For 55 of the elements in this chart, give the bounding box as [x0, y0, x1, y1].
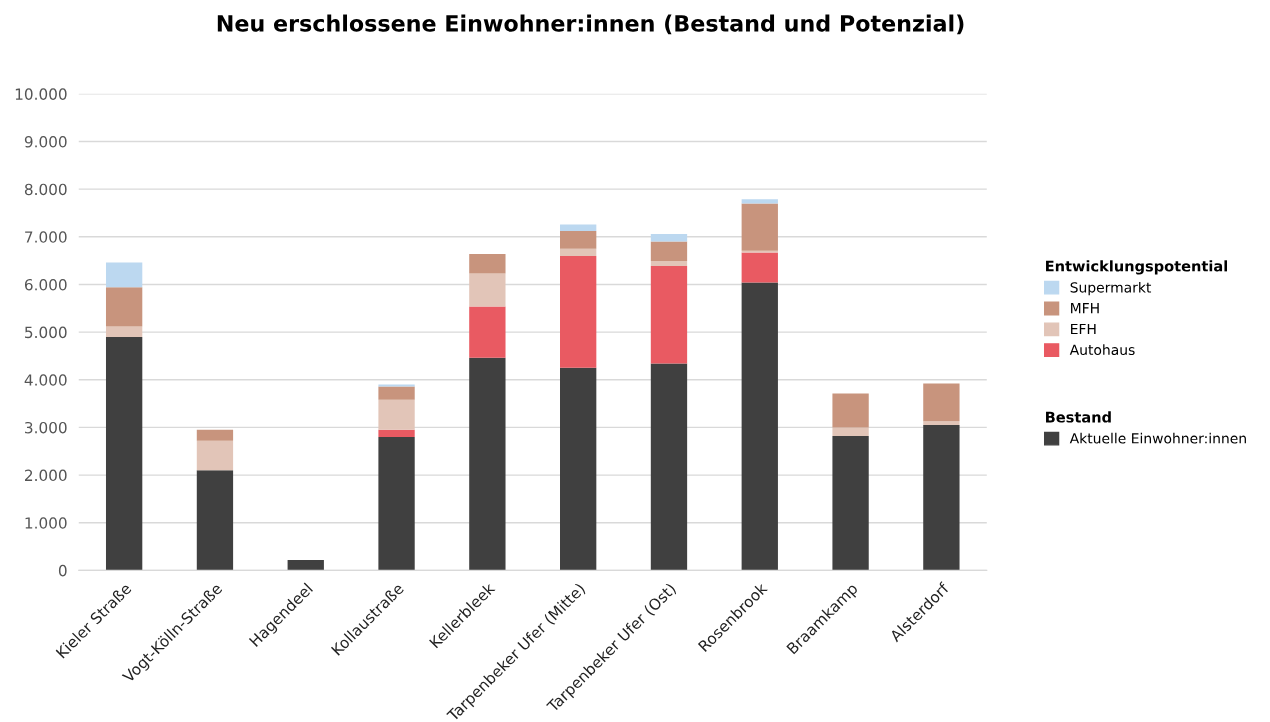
bar: [741, 252, 778, 283]
y-tick-label: 10.000: [15, 88, 67, 100]
y-tick-label: 7.000: [25, 231, 67, 243]
legend-title: Entwicklungspotential: [1046, 260, 1227, 275]
bar: [650, 265, 688, 364]
bar: [923, 421, 960, 426]
y-tick-label: 2.000: [25, 469, 67, 482]
bar: [560, 231, 597, 249]
y-tick-label: 4.000: [24, 374, 67, 386]
y-tick-label: 0: [58, 564, 67, 577]
legend-label: MFH: [1071, 303, 1099, 314]
bar: [923, 425, 960, 571]
bar: [378, 436, 415, 571]
text: Bestand: [1046, 411, 1111, 423]
bar: [650, 261, 688, 266]
bar: [196, 470, 234, 571]
bar: [650, 363, 688, 571]
bar: [469, 273, 506, 307]
bar: [378, 386, 415, 400]
bar: [105, 326, 143, 337]
bar: [741, 282, 778, 571]
bar: [378, 429, 415, 437]
legend-label: Supermarkt: [1070, 281, 1152, 296]
bar: [287, 559, 324, 571]
y-tick-label: 5.000: [25, 326, 67, 339]
legend-label: EFH: [1071, 323, 1096, 335]
y-tick-label: 3.000: [25, 421, 67, 434]
bar: [105, 262, 143, 288]
chart-title: Neu erschlossene Einwohner:innen (Bestand und Potenzial): [217, 14, 964, 35]
legend-label: Aktuelle Einwohner:innen: [1069, 432, 1246, 444]
bar: [650, 233, 688, 242]
bar: [105, 336, 143, 571]
bar: [560, 248, 597, 256]
bar: [196, 429, 234, 441]
bar: [560, 367, 597, 571]
bar: [105, 287, 143, 327]
bar: [469, 306, 506, 358]
y-tick-label: 1.000: [25, 517, 67, 529]
y-tick-label: 8.000: [24, 183, 67, 196]
y-tick-label: 6.000: [24, 278, 67, 291]
bar: [196, 440, 234, 471]
bar: [469, 253, 506, 274]
bar: [741, 203, 778, 251]
bar: [832, 393, 869, 428]
bar: [560, 224, 597, 232]
bar: [741, 199, 778, 204]
bar: [560, 255, 597, 368]
bar: [378, 399, 415, 430]
legend-label: Autohaus: [1069, 344, 1135, 356]
y-tick-label: 9.000: [24, 135, 67, 148]
bar: [650, 241, 688, 262]
bar: [832, 427, 869, 436]
bar: [469, 357, 506, 571]
bar: [832, 436, 869, 571]
bar: [923, 383, 960, 422]
